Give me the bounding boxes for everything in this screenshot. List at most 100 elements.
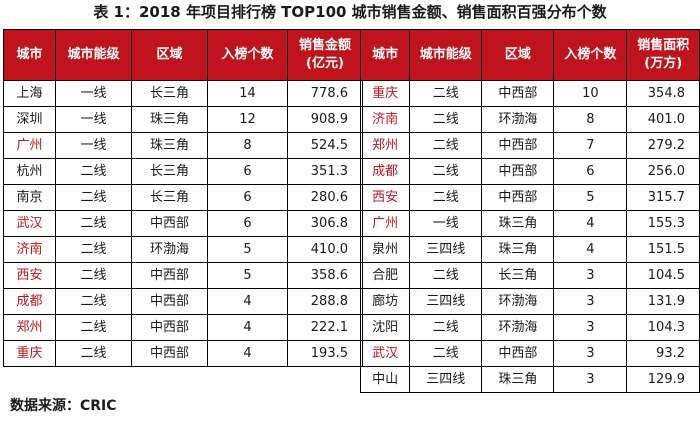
- region-cell: 中西部: [131, 314, 208, 341]
- tier-cell: 三四线: [409, 288, 483, 315]
- city-cell: 西安: [359, 184, 411, 211]
- header-value: 销售面积 (万方): [626, 29, 700, 81]
- tier-cell: 二线: [55, 210, 132, 237]
- city-cell: 泉州: [359, 236, 411, 263]
- table-row: 济南 二线 环渤海 8 401.0: [359, 106, 700, 133]
- table-row: 泉州 三四线 珠三角 4 151.5: [359, 236, 700, 263]
- table-row: 成都 二线 中西部 4 288.8: [3, 288, 363, 315]
- tier-cell: 二线: [409, 184, 483, 211]
- table-row: 成都 二线 中西部 6 256.0: [359, 158, 700, 185]
- table-row: 郑州 二线 中西部 4 222.1: [3, 314, 363, 341]
- value-cell: 131.9: [626, 288, 700, 315]
- value-cell: 401.0: [626, 106, 700, 133]
- value-cell: 93.2: [626, 340, 700, 367]
- tier-cell: 二线: [55, 288, 132, 315]
- city-cell: 武汉: [359, 340, 411, 367]
- region-cell: 中西部: [481, 340, 555, 367]
- table-row: 廊坊 三四线 环渤海 3 131.9: [359, 288, 700, 315]
- table-row: 合肥 二线 长三角 3 104.5: [359, 262, 700, 289]
- tier-cell: 二线: [55, 314, 132, 341]
- city-cell: 济南: [3, 236, 56, 263]
- count-cell: 6: [207, 158, 288, 185]
- table-row: 中山 三四线 珠三角 3 129.9: [359, 366, 700, 393]
- tier-cell: 一线: [409, 210, 483, 237]
- value-cell: 151.5: [626, 236, 700, 263]
- count-cell: 8: [553, 106, 628, 133]
- table-header-row: 城市 城市能级 区域 入榜个数 销售金额 (亿元): [3, 29, 363, 81]
- city-cell: 重庆: [3, 340, 56, 367]
- value-cell: 129.9: [626, 366, 700, 393]
- city-cell: 合肥: [359, 262, 411, 289]
- region-cell: 中西部: [481, 132, 555, 159]
- region-cell: 珠三角: [481, 210, 555, 237]
- data-source-note: 数据来源：CRIC: [10, 398, 117, 414]
- value-cell: 778.6: [287, 80, 363, 107]
- tier-cell: 三四线: [409, 366, 483, 393]
- table-row: 西安 二线 中西部 5 358.6: [3, 262, 363, 289]
- table-row: 沈阳 二线 环渤海 3 104.3: [359, 314, 700, 341]
- region-cell: 中西部: [131, 262, 208, 289]
- region-cell: 长三角: [481, 262, 555, 289]
- value-cell: 193.5: [287, 340, 363, 367]
- city-cell: 郑州: [359, 132, 411, 159]
- city-cell: 沈阳: [359, 314, 411, 341]
- value-cell: 222.1: [287, 314, 363, 341]
- region-cell: 珠三角: [481, 236, 555, 263]
- value-cell: 155.3: [626, 210, 700, 237]
- table-row: 济南 二线 环渤海 5 410.0: [3, 236, 363, 263]
- tier-cell: 二线: [409, 262, 483, 289]
- count-cell: 12: [207, 106, 288, 133]
- tier-cell: 三四线: [409, 236, 483, 263]
- region-cell: 中西部: [481, 80, 555, 107]
- count-cell: 4: [207, 288, 288, 315]
- tier-cell: 一线: [55, 106, 132, 133]
- table-row: 杭州 二线 长三角 6 351.3: [3, 158, 363, 185]
- region-cell: 环渤海: [131, 236, 208, 263]
- value-cell: 288.8: [287, 288, 363, 315]
- region-cell: 珠三角: [131, 106, 208, 133]
- table-row: 重庆 二线 中西部 4 193.5: [3, 340, 363, 367]
- page-title: 表 1：2018 年项目排行榜 TOP100 城市销售金额、销售面积百强分布个数: [93, 3, 607, 21]
- count-cell: 10: [553, 80, 628, 107]
- region-cell: 中西部: [481, 184, 555, 211]
- value-cell: 315.7: [626, 184, 700, 211]
- city-cell: 武汉: [3, 210, 56, 237]
- count-cell: 3: [553, 366, 628, 393]
- region-cell: 长三角: [131, 158, 208, 185]
- value-cell: 358.6: [287, 262, 363, 289]
- count-cell: 4: [553, 210, 628, 237]
- tier-cell: 二线: [409, 314, 483, 341]
- header-city: 城市: [359, 29, 411, 81]
- city-cell: 广州: [3, 132, 56, 159]
- value-cell: 104.5: [626, 262, 700, 289]
- table-row: 郑州 二线 中西部 7 279.2: [359, 132, 700, 159]
- header-value: 销售金额 (亿元): [287, 29, 363, 81]
- table-header-row: 城市 城市能级 区域 入榜个数 销售面积 (万方): [359, 29, 700, 81]
- tier-cell: 一线: [55, 80, 132, 107]
- city-cell: 上海: [3, 80, 56, 107]
- count-cell: 3: [553, 314, 628, 341]
- city-cell: 重庆: [359, 80, 411, 107]
- region-cell: 环渤海: [481, 314, 555, 341]
- tier-cell: 二线: [55, 184, 132, 211]
- city-cell: 深圳: [3, 106, 56, 133]
- city-cell: 济南: [359, 106, 411, 133]
- city-cell: 廊坊: [359, 288, 411, 315]
- header-city: 城市: [3, 29, 56, 81]
- region-cell: 长三角: [131, 80, 208, 107]
- table-row: 南京 二线 长三角 6 280.6: [3, 184, 363, 211]
- sales-area-table: 城市 城市能级 区域 入榜个数 销售面积 (万方) 重庆 二线 中西部 10 354.8 济南 二线…: [359, 29, 700, 393]
- tier-cell: 二线: [55, 236, 132, 263]
- city-cell: 杭州: [3, 158, 56, 185]
- tier-cell: 二线: [409, 132, 483, 159]
- value-cell: 524.5: [287, 132, 363, 159]
- city-cell: 成都: [3, 288, 56, 315]
- count-cell: 6: [207, 210, 288, 237]
- value-cell: 410.0: [287, 236, 363, 263]
- sales-amount-table: 城市 城市能级 区域 入榜个数 销售金额 (亿元) 上海 一线 长三角 14 778.6 深圳 一线…: [3, 29, 363, 367]
- city-cell: 中山: [359, 366, 411, 393]
- region-cell: 中西部: [131, 210, 208, 237]
- header-tier: 城市能级: [55, 29, 132, 81]
- tier-cell: 二线: [409, 158, 483, 185]
- tier-cell: 二线: [409, 340, 483, 367]
